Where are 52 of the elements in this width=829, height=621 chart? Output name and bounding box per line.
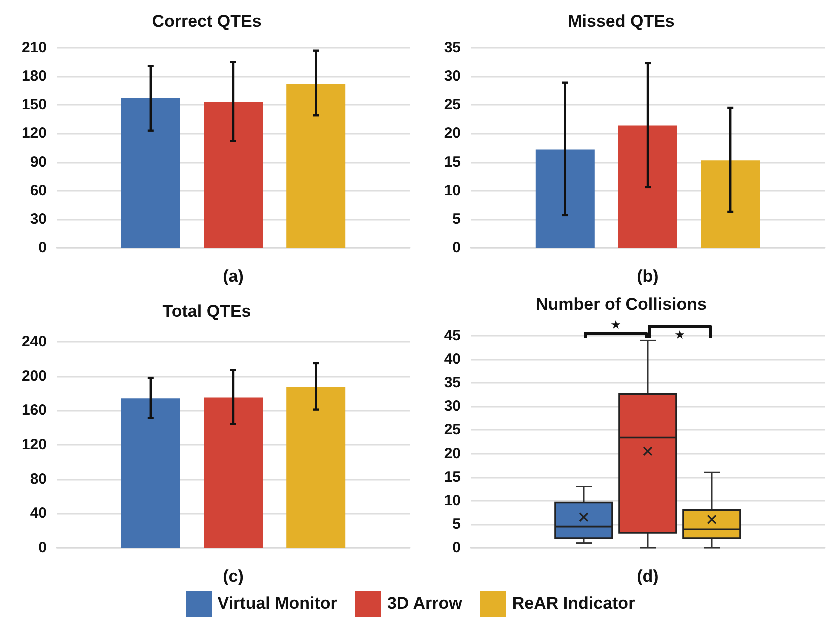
y-tick-label: 30: [444, 68, 461, 86]
y-tick-label: 30: [30, 210, 47, 228]
bar: [204, 102, 263, 248]
y-tick-label: 10: [444, 492, 461, 510]
chart-title: Correct QTEs: [152, 12, 262, 31]
bar: [121, 98, 180, 248]
y-tick-label: 10: [444, 182, 461, 200]
y-tick-label: 40: [30, 505, 47, 522]
y-tick-label: 90: [30, 154, 47, 171]
y-tick-label: 0: [452, 240, 461, 256]
y-tick-label: 200: [22, 368, 47, 385]
y-tick-label: 160: [22, 402, 47, 420]
chart-title: Total QTEs: [162, 302, 252, 321]
y-tick-label: 120: [22, 125, 47, 142]
text: ★: [610, 318, 622, 332]
legend-label: Virtual Monitor: [218, 594, 338, 614]
y-tick-label: 80: [30, 470, 47, 488]
y-tick-label: 150: [22, 96, 47, 114]
legend-label: 3D Arrow: [387, 594, 462, 614]
y-tick-label: 0: [38, 240, 47, 256]
chart-title: Missed QTEs: [568, 12, 675, 31]
y-tick-label: 25: [444, 422, 461, 439]
y-tick-label: 60: [30, 182, 47, 200]
bar: [701, 160, 760, 248]
y-tick-label: 5: [452, 210, 461, 228]
y-tick-label: 35: [444, 374, 461, 392]
y-tick-label: 15: [444, 468, 461, 486]
y-tick-label: 45: [444, 328, 461, 344]
y-tick-label: 40: [444, 351, 461, 368]
y-tick-label: 30: [444, 398, 461, 416]
y-tick-label: 210: [22, 40, 47, 56]
annotation: ★: [674, 328, 686, 342]
y-tick-label: 20: [444, 445, 461, 462]
y-tick-label: 5: [452, 516, 461, 533]
x-axis-title: (d): [637, 567, 659, 586]
y-tick-label: 180: [22, 68, 47, 86]
x-axis-title: (c): [223, 567, 244, 586]
y-tick-label: 120: [22, 436, 47, 454]
chart-title: Number of Collisions: [536, 295, 707, 314]
y-tick-label: 15: [444, 154, 461, 171]
bar: [618, 126, 678, 248]
y-tick-label: 35: [444, 40, 461, 56]
y-tick-label: 0: [38, 540, 47, 556]
y-tick-label: 25: [444, 96, 461, 114]
legend-label: ReAR Indicator: [512, 594, 636, 614]
y-tick-label: 0: [452, 540, 461, 556]
y-tick-label: 20: [444, 125, 461, 142]
y-tick-label: 240: [22, 334, 47, 350]
bar: [536, 150, 595, 248]
x-axis-title: (b): [637, 267, 659, 286]
bar: [286, 84, 346, 248]
x-axis-title: (a): [223, 267, 244, 286]
